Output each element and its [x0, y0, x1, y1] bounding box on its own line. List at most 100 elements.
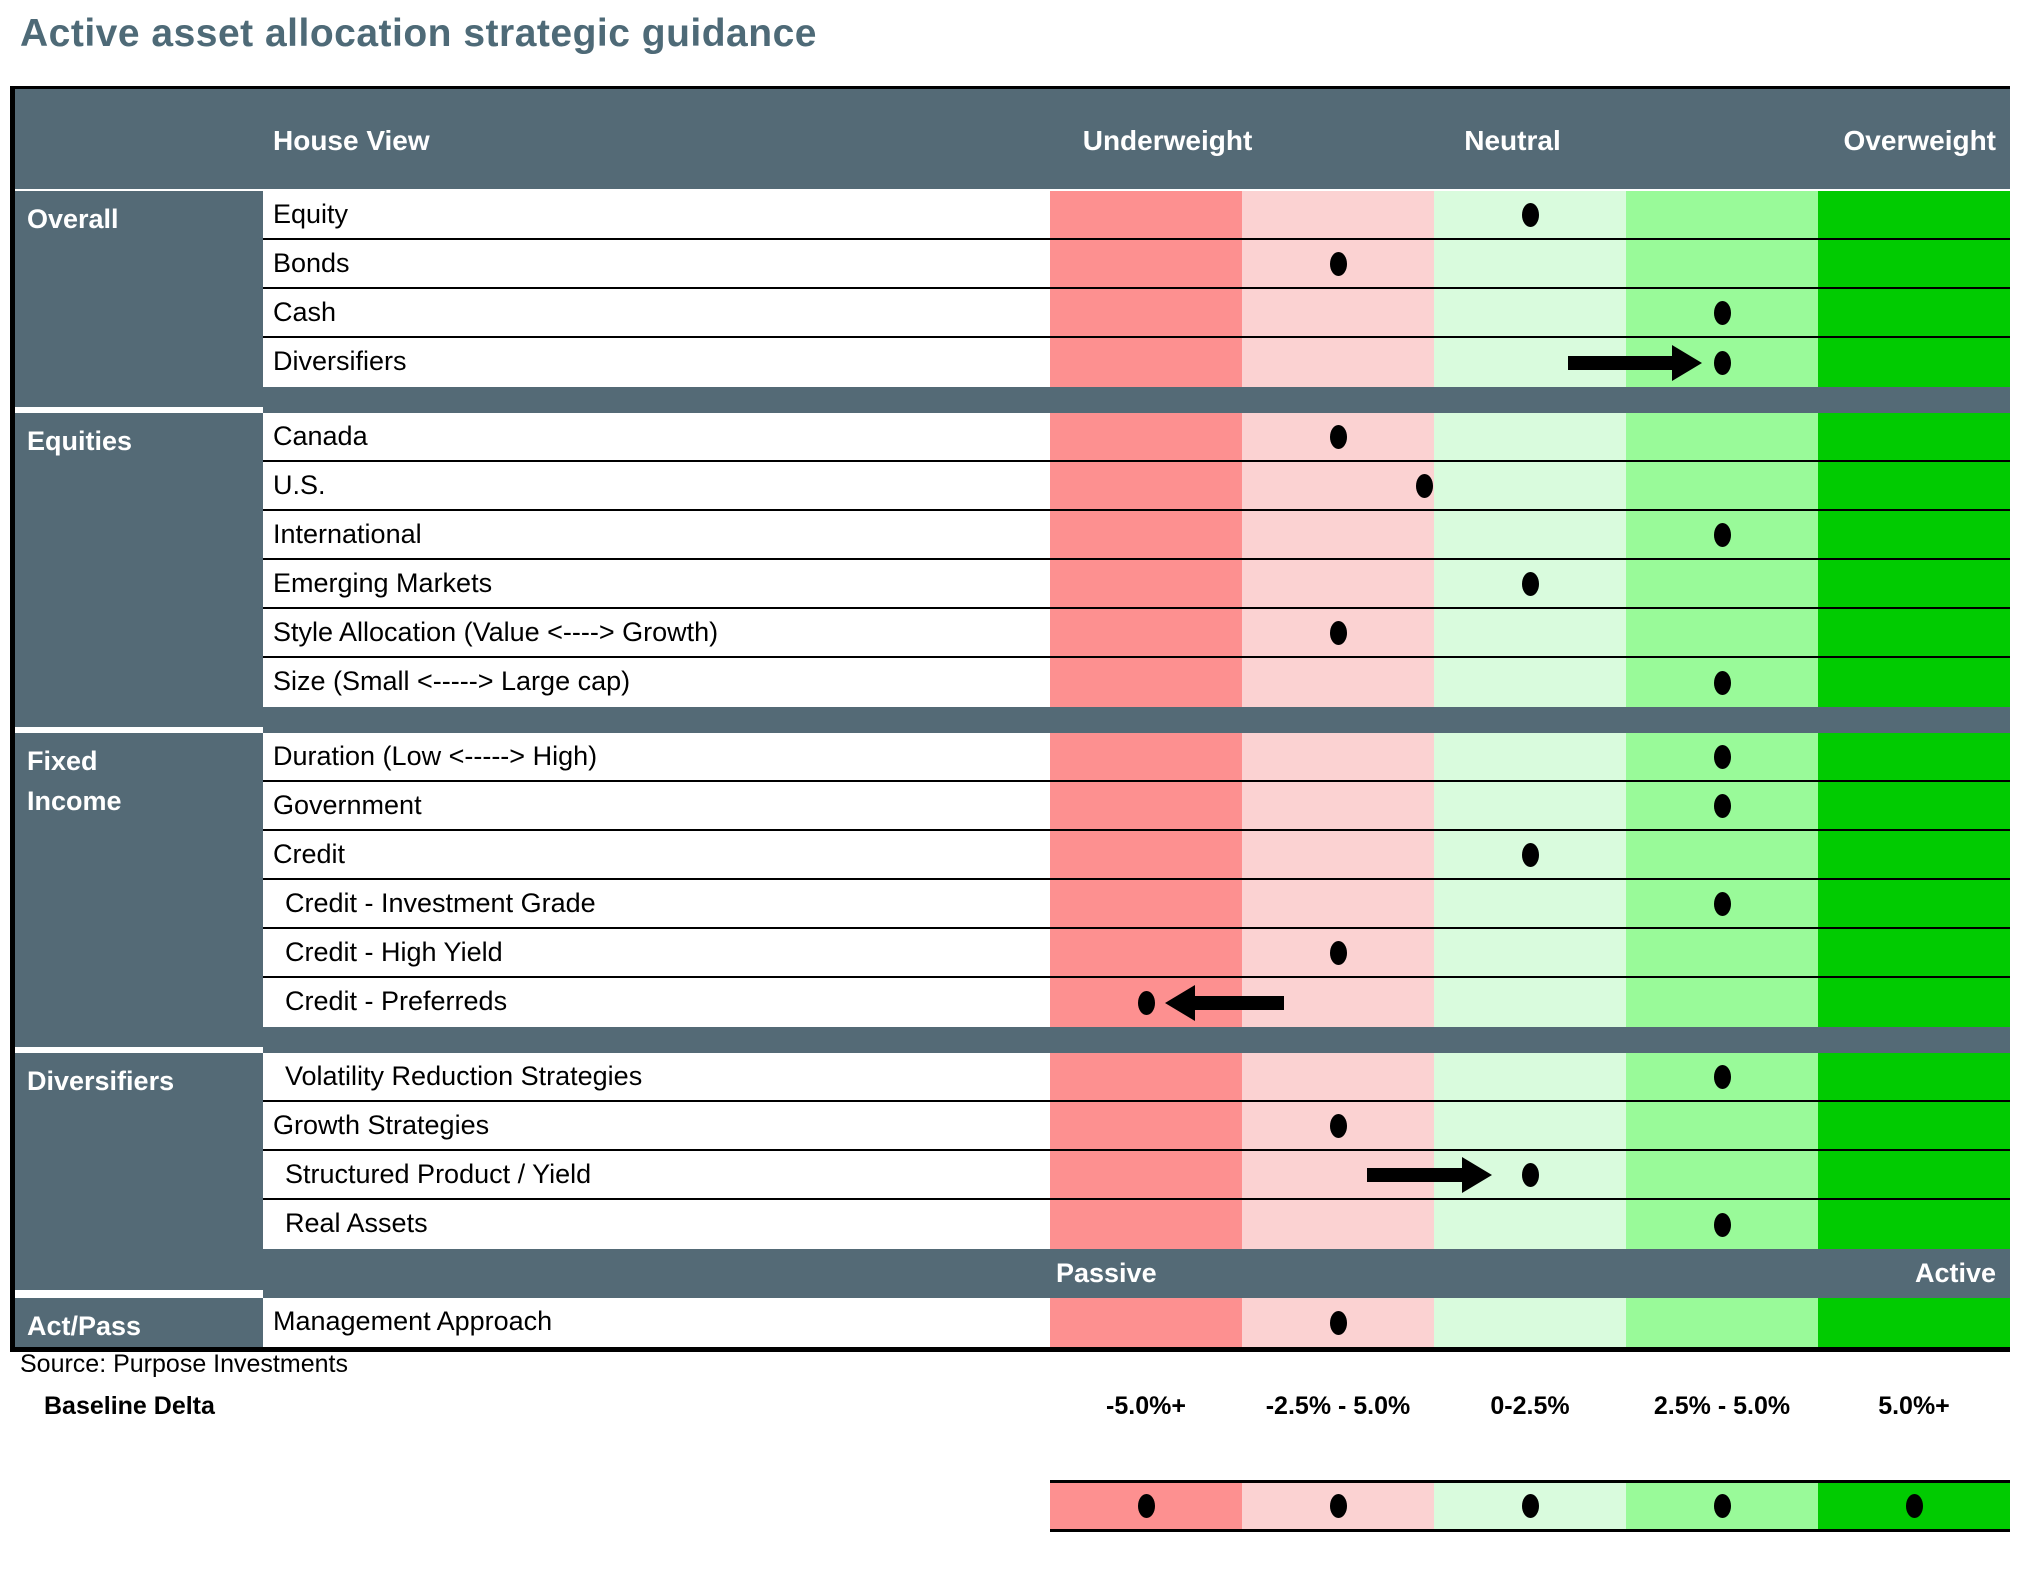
- row-label: Volatility Reduction Strategies: [285, 1061, 643, 1091]
- band-cell: [1050, 1298, 1242, 1347]
- separator-band: [263, 707, 2010, 733]
- band-cell: [1434, 462, 1626, 509]
- band-cell: [1434, 609, 1626, 656]
- baseline-delta-ranges: -5.0%+ -2.5% - 5.0% 0-2.5% 2.5% - 5.0% 5.0%+: [1050, 1392, 2010, 1421]
- band-cell: [1434, 1200, 1626, 1249]
- row-label: Structured Product / Yield: [285, 1159, 592, 1189]
- band-cell: [1050, 1053, 1242, 1100]
- section-sidebar-label: Diversifiers: [27, 1066, 175, 1096]
- allocation-band: [1050, 1151, 2010, 1198]
- band-cell: [1434, 929, 1626, 976]
- row-label: Growth Strategies: [273, 1110, 490, 1140]
- table-row: Bonds: [263, 240, 2010, 289]
- allocation-dot: [1713, 1212, 1731, 1237]
- band-cell: [1434, 733, 1626, 780]
- separator-band: [15, 707, 263, 727]
- band-cell: [1434, 978, 1626, 1027]
- row-label: Canada: [273, 421, 368, 451]
- table-row: Growth Strategies: [263, 1102, 2010, 1151]
- section-sidebar: Diversifiers: [15, 1053, 263, 1249]
- allocation-dot: [1521, 571, 1539, 596]
- allocation-band: [1050, 978, 2010, 1027]
- band-cell: [1818, 880, 2010, 927]
- band-cell: [1050, 929, 1242, 976]
- section-sidebar: Fixed Income: [15, 733, 263, 1027]
- change-arrow-icon: [1568, 344, 1703, 381]
- table-row: Size (Small <-----> Large cap): [263, 658, 2010, 707]
- allocation-band: [1050, 733, 2010, 780]
- band-cell: [1242, 1053, 1434, 1100]
- band-cell: [1050, 1102, 1242, 1149]
- allocation-band: [1050, 338, 2010, 387]
- band-cell: [1434, 880, 1626, 927]
- band-cell: [1818, 511, 2010, 558]
- band-cell: [1050, 733, 1242, 780]
- band-cell: [1242, 880, 1434, 927]
- band-cell: [1242, 831, 1434, 878]
- band-cell: [1434, 1053, 1626, 1100]
- band-cell: [1818, 1200, 2010, 1249]
- allocation-band: [1050, 1102, 2010, 1149]
- table-row: International: [263, 511, 2010, 560]
- table-row: Canada: [263, 413, 2010, 462]
- band-cell: [1242, 191, 1434, 238]
- legend-cell: [1818, 1483, 2010, 1529]
- guidance-table: House View Underweight Neutral Overweigh…: [10, 86, 2010, 1352]
- row-label: Management Approach: [273, 1306, 553, 1336]
- band-cell: [1818, 658, 2010, 707]
- table-row: Real Assets: [263, 1200, 2010, 1249]
- separator-band: [15, 1027, 263, 1047]
- band-cell: [1818, 978, 2010, 1027]
- band-cell: [1050, 782, 1242, 829]
- section-sidebar-label: Overall: [27, 204, 119, 234]
- band-cell: [1242, 462, 1434, 509]
- band-cell: [1818, 782, 2010, 829]
- row-label: Emerging Markets: [273, 568, 493, 598]
- allocation-band: [1050, 929, 2010, 976]
- row-label: Cash: [273, 297, 337, 327]
- band-cell: [1050, 1151, 1242, 1198]
- table-row: Credit - Investment Grade: [263, 880, 2010, 929]
- band-cell: [1818, 733, 2010, 780]
- legend-dot: [1714, 1494, 1731, 1518]
- table-row: Credit - Preferreds: [263, 978, 2010, 1027]
- band-cell: [1818, 560, 2010, 607]
- band-cell: [1626, 462, 1818, 509]
- band-cell: [1626, 1102, 1818, 1149]
- band-cell: [1242, 782, 1434, 829]
- allocation-band: [1050, 191, 2010, 238]
- allocation-dot: [1713, 670, 1731, 695]
- table-row: Credit - High Yield: [263, 929, 2010, 978]
- passive-active-band: Passive Active: [15, 1249, 2010, 1298]
- section-sidebar: Act/Pass: [15, 1298, 263, 1347]
- allocation-dot: [1713, 1064, 1731, 1089]
- allocation-dot: [1329, 1113, 1347, 1138]
- allocation-dot: [1521, 202, 1539, 227]
- band-cell: [1242, 733, 1434, 780]
- allocation-band: [1050, 1298, 2010, 1347]
- row-label: Bonds: [273, 248, 350, 278]
- band-cell: [1050, 560, 1242, 607]
- band-cell: [1818, 1053, 2010, 1100]
- baseline-range-label: 5.0%+: [1878, 1392, 1950, 1420]
- table-row: Management Approach: [263, 1298, 2010, 1347]
- allocation-dot: [1521, 842, 1539, 867]
- table-row: Credit: [263, 831, 2010, 880]
- legend-bar: [1050, 1480, 2010, 1532]
- band-cell: [1818, 240, 2010, 287]
- section-sidebar: Overall: [15, 191, 263, 387]
- allocation-band: [1050, 289, 2010, 336]
- table-row: Equity: [263, 191, 2010, 240]
- band-cell: [1818, 413, 2010, 460]
- allocation-band: [1050, 658, 2010, 707]
- row-label: Diversifiers: [273, 346, 407, 376]
- band-cell: [1050, 511, 1242, 558]
- table-row: Emerging Markets: [263, 560, 2010, 609]
- allocation-dot: [1713, 522, 1731, 547]
- legend-dot: [1138, 1494, 1155, 1518]
- section-sidebar: Equities: [15, 413, 263, 707]
- allocation-dot: [1415, 473, 1433, 498]
- allocation-dot: [1329, 1310, 1347, 1335]
- section-sidebar-label: Equities: [27, 426, 133, 456]
- baseline-range-label: -2.5% - 5.0%: [1265, 1392, 1411, 1420]
